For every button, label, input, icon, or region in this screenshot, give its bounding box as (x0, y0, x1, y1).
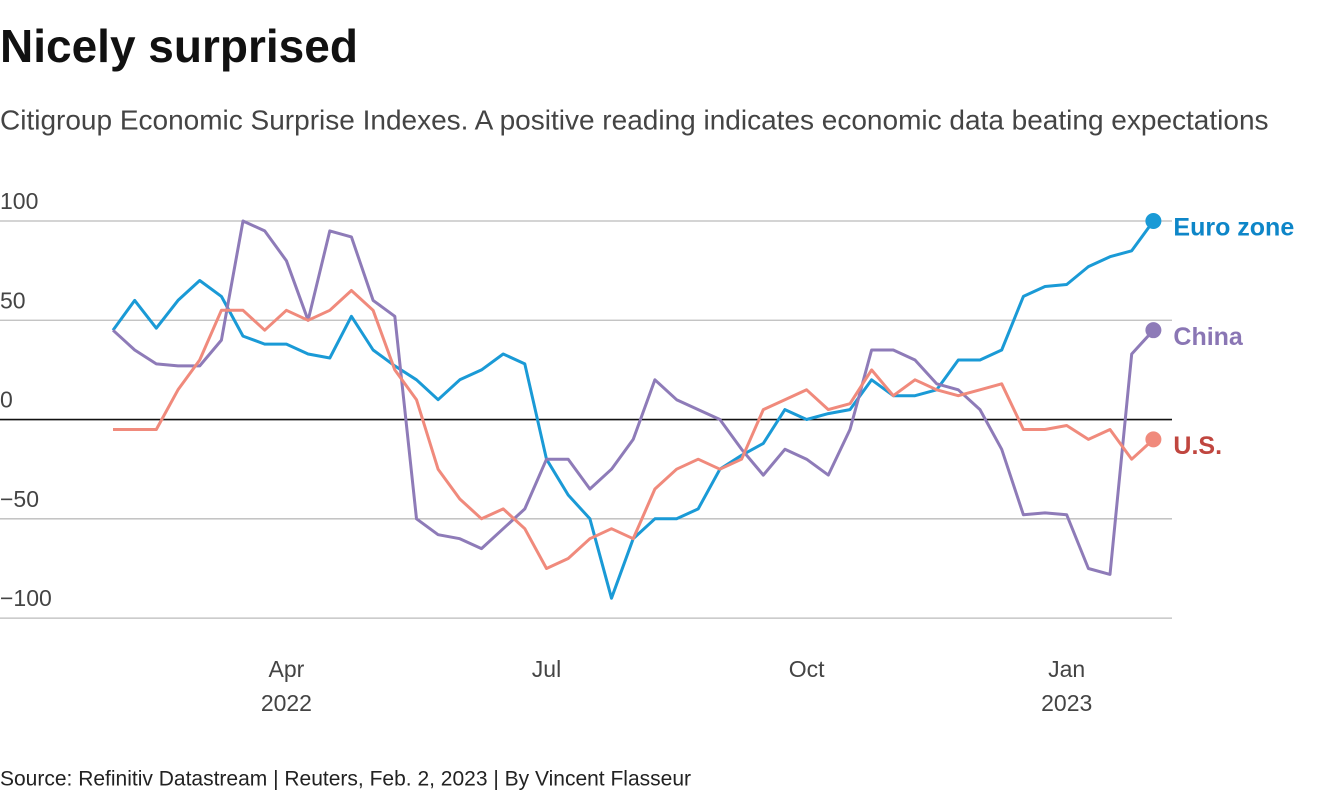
y-tick-label: 50 (0, 287, 26, 313)
x-tick-label: Apr (269, 656, 305, 682)
y-tick-label: 0 (0, 387, 13, 413)
chart-title: Nicely surprised (0, 20, 358, 72)
series-label: China (1173, 323, 1244, 351)
end-dot (1145, 431, 1162, 448)
x-tick-label: Jan (1048, 656, 1085, 682)
x-tick-year: 2022 (261, 690, 312, 716)
source-note: Source: Refinitiv Datastream | Reuters, … (0, 768, 691, 791)
x-tick-year: 2023 (1041, 690, 1092, 716)
series-line (111, 220, 1155, 600)
y-tick-label: −50 (0, 486, 39, 512)
y-tick-label: 100 (0, 188, 38, 214)
x-tick-label: Oct (789, 656, 825, 682)
end-dot (1145, 322, 1162, 339)
series-label: Euro zone (1173, 214, 1294, 242)
series-line (111, 219, 1155, 576)
chart-subtitle: Citigroup Economic Surprise Indexes. A p… (0, 104, 1269, 135)
series-label: U.S. (1173, 432, 1222, 460)
end-dot (1145, 212, 1162, 229)
series-line (113, 289, 1155, 570)
y-tick-label: −100 (0, 585, 52, 611)
x-tick-label: Jul (532, 656, 561, 682)
